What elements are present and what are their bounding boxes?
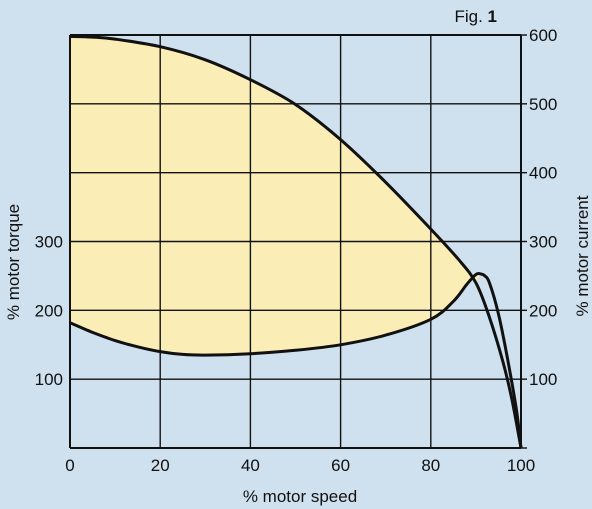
series-line-lower <box>69 271 523 449</box>
x-tick-labels: 0 20 40 60 80 100 <box>65 456 535 475</box>
y-right-tick-labels: 100 200 300 400 500 600 <box>529 26 557 389</box>
y-right-tick-label-400: 400 <box>529 164 557 183</box>
figure-label-prefix: Fig. <box>454 7 482 26</box>
y-right-tick-label-500: 500 <box>529 95 557 114</box>
y-left-axis-title: % motor torque <box>4 204 23 320</box>
y-right-axis-title: % motor current <box>573 195 592 316</box>
y-left-tick-label-300: 300 <box>35 233 63 252</box>
series-line-upper <box>69 34 523 449</box>
x-tick-label-100: 100 <box>507 456 535 475</box>
y-right-tick-label-600: 600 <box>529 26 557 45</box>
figure-label-number: 1 <box>488 7 497 26</box>
x-tick-label-20: 20 <box>151 456 170 475</box>
y-right-tick-label-300: 300 <box>529 233 557 252</box>
x-tick-label-80: 80 <box>421 456 440 475</box>
y-left-tick-label-100: 100 <box>35 370 63 389</box>
torque-current-fill-area <box>70 36 481 356</box>
y-right-tick-label-100: 100 <box>529 370 557 389</box>
figure-label: Fig. 1 <box>454 7 497 26</box>
x-axis-title: % motor speed <box>243 487 357 506</box>
x-tick-label-40: 40 <box>241 456 260 475</box>
y-left-tick-label-200: 200 <box>35 301 63 320</box>
grid-lines <box>69 34 527 449</box>
x-tick-label-60: 60 <box>331 456 350 475</box>
y-right-tick-label-200: 200 <box>529 301 557 320</box>
x-tick-label-0: 0 <box>65 456 74 475</box>
y-left-tick-labels: 100 200 300 <box>35 233 63 390</box>
